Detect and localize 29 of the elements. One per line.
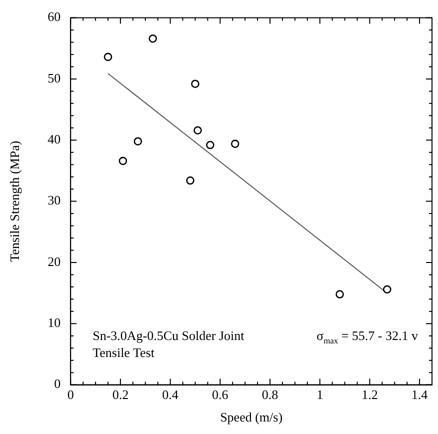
x-tick-label: 0.4: [162, 387, 179, 402]
point: [148, 34, 157, 43]
x-tick-label: 0.2: [112, 387, 129, 402]
point: [206, 140, 214, 150]
point: [134, 137, 142, 146]
x-tick-label: 0.6: [212, 387, 229, 402]
y-tick-label: 40: [48, 132, 61, 147]
y-tick-label: 30: [48, 192, 61, 208]
x-tick-label: 1.4: [411, 387, 428, 402]
x-tick-label: 1: [316, 387, 324, 402]
y-axis-title: Tensile Strength (MPa): [7, 140, 22, 262]
y-tick-label: 50: [48, 70, 61, 86]
x-axis-title: Speed (m/s): [220, 410, 283, 425]
point: [191, 80, 200, 88]
point: [104, 52, 112, 62]
point: [194, 126, 202, 134]
point: [382, 285, 392, 294]
point: [118, 156, 128, 166]
y-tick-label: 20: [48, 254, 61, 269]
y-tick-label: 60: [48, 9, 61, 24]
point: [230, 140, 240, 148]
point: [336, 290, 344, 298]
point: [186, 176, 194, 185]
x-tick-label: 1.2: [362, 387, 378, 402]
y-tick-label: 0: [54, 376, 61, 392]
x-tick-label: 0: [67, 387, 74, 402]
x-tick-label: 0.8: [262, 387, 278, 402]
annotation: Sn-3.0Ag-0.5Cu Solder Joint Tensile Test: [92, 328, 245, 360]
y-tick-label: 10: [48, 315, 61, 330]
